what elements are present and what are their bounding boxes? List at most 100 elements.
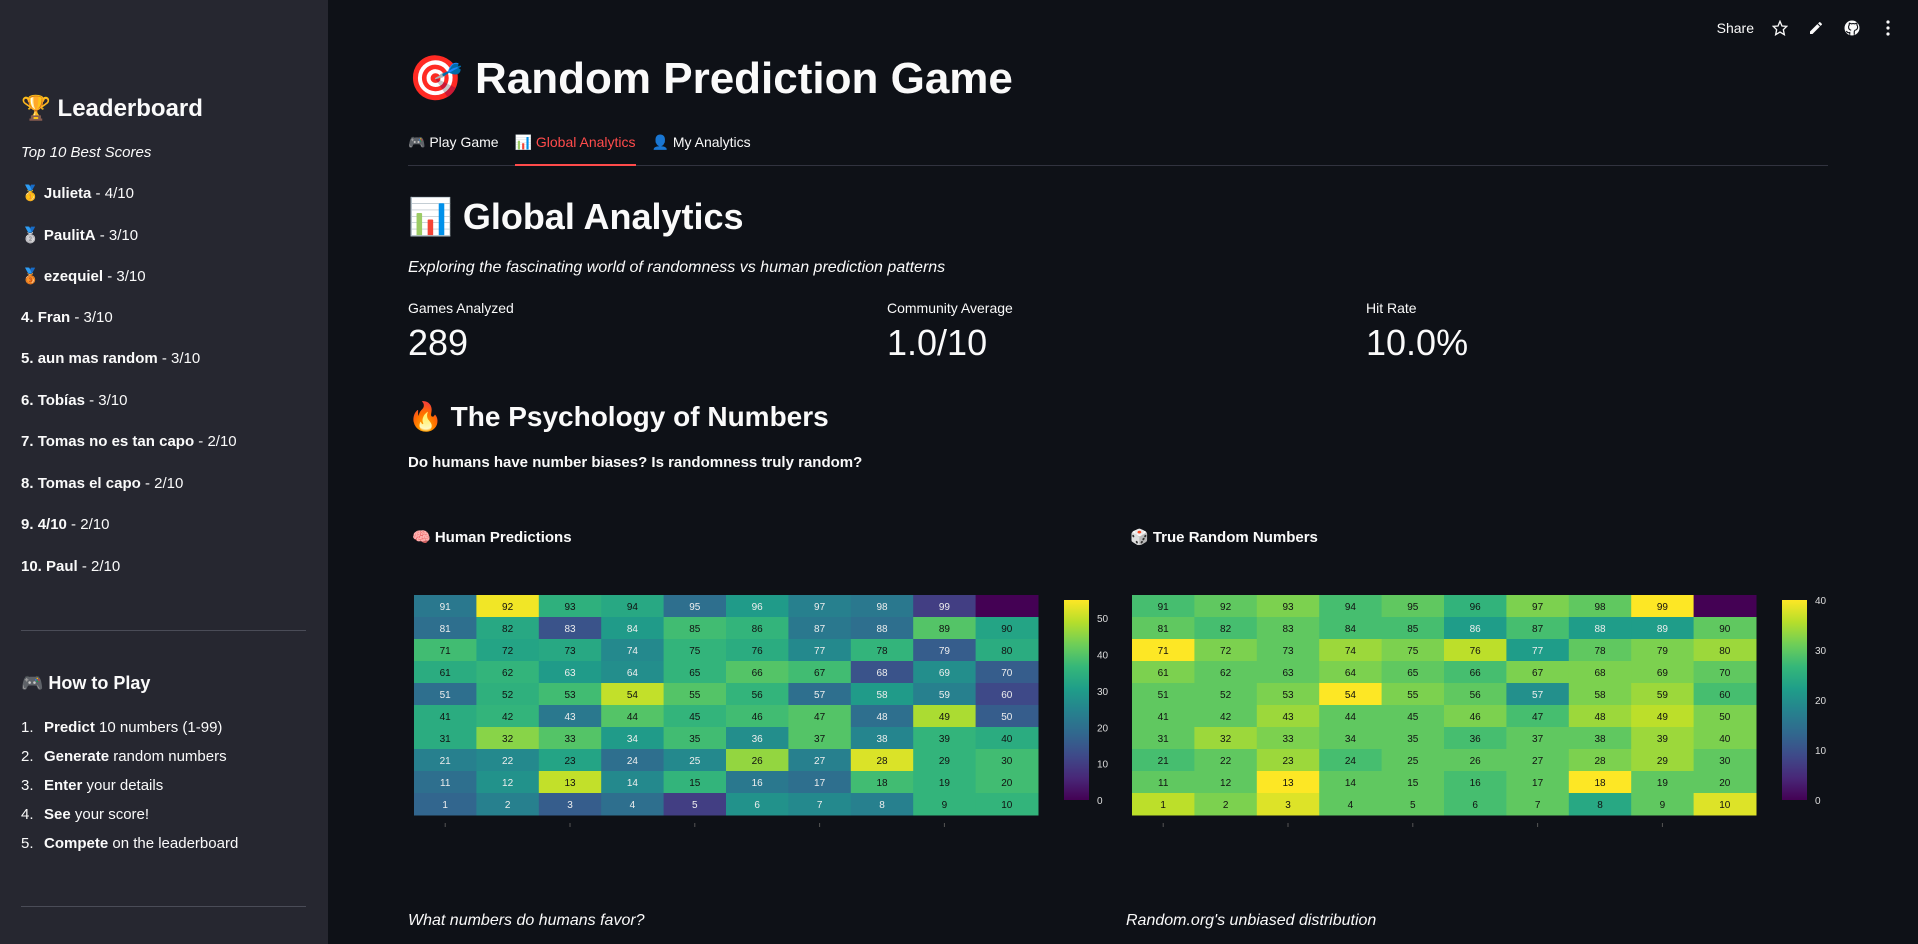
heatmap-cell[interactable] [1568,683,1632,706]
heatmap-cell[interactable] [1444,749,1507,772]
heatmap-cell[interactable] [538,749,602,772]
heatmap-cell[interactable] [601,705,665,728]
heatmap-cell[interactable] [788,661,852,684]
heatmap-cell[interactable] [850,595,914,618]
tab-global-analytics[interactable]: 📊 Global Analytics [514,130,636,166]
heatmap-cell[interactable] [414,595,477,618]
heatmap-cell[interactable] [1444,705,1507,728]
heatmap-cell[interactable] [1194,749,1258,772]
heatmap-cell[interactable] [726,771,789,794]
heatmap-cell[interactable] [538,639,602,662]
heatmap-cell[interactable] [1506,749,1570,772]
heatmap-cell[interactable] [975,771,1039,794]
heatmap-cell[interactable] [913,793,977,816]
heatmap-cell[interactable] [1256,617,1320,640]
heatmap-cell[interactable] [1444,617,1507,640]
heatmap-cell[interactable] [1381,661,1445,684]
heatmap-cell[interactable] [1381,793,1445,816]
heatmap-cell[interactable] [538,771,602,794]
heatmap-cell[interactable] [850,705,914,728]
heatmap-cell[interactable] [414,639,477,662]
heatmap-cell[interactable] [663,705,727,728]
heatmap-cell[interactable] [1631,771,1695,794]
heatmap-cell[interactable] [663,771,727,794]
heatmap-cell[interactable] [601,595,665,618]
heatmap-cell[interactable] [975,683,1039,706]
heatmap-cell[interactable] [726,683,789,706]
heatmap-cell[interactable] [414,749,477,772]
heatmap-cell[interactable] [913,661,977,684]
heatmap-cell[interactable] [663,749,727,772]
heatmap-cell[interactable] [1194,639,1258,662]
heatmap-cell[interactable] [975,661,1039,684]
heatmap-cell[interactable] [1506,771,1570,794]
heatmap-cell[interactable] [1444,661,1507,684]
heatmap-cell[interactable] [476,749,540,772]
heatmap-cell[interactable] [1319,683,1383,706]
heatmap-cell[interactable] [476,683,540,706]
heatmap-cell[interactable] [1132,617,1195,640]
heatmap-cell[interactable] [1194,617,1258,640]
heatmap-cell[interactable] [975,793,1039,816]
heatmap-cell[interactable] [975,749,1039,772]
heatmap-cell[interactable] [1444,639,1507,662]
heatmap-cell[interactable] [1132,661,1195,684]
heatmap-cell[interactable] [1631,727,1695,750]
heatmap-cell[interactable] [663,793,727,816]
heatmap-cell[interactable] [1132,727,1195,750]
heatmap-cell[interactable] [1506,683,1570,706]
heatmap-cell[interactable] [1693,595,1757,618]
heatmap-cell[interactable] [788,771,852,794]
heatmap-cell[interactable] [975,639,1039,662]
heatmap-cell[interactable] [726,705,789,728]
heatmap-cell[interactable] [538,595,602,618]
heatmap-cell[interactable] [1381,683,1445,706]
heatmap-cell[interactable] [1568,661,1632,684]
heatmap-cell[interactable] [1132,771,1195,794]
heatmap-cell[interactable] [1568,595,1632,618]
heatmap-cell[interactable] [1319,661,1383,684]
heatmap-cell[interactable] [1506,617,1570,640]
heatmap-cell[interactable] [1506,705,1570,728]
heatmap-cell[interactable] [414,727,477,750]
heatmap-cell[interactable] [850,793,914,816]
heatmap-cell[interactable] [1256,705,1320,728]
heatmap-cell[interactable] [414,683,477,706]
heatmap-cell[interactable] [788,793,852,816]
heatmap-cell[interactable] [1256,661,1320,684]
heatmap-cell[interactable] [601,793,665,816]
heatmap-cell[interactable] [601,749,665,772]
heatmap-cell[interactable] [726,595,789,618]
heatmap-cell[interactable] [1693,771,1757,794]
heatmap-cell[interactable] [1132,793,1195,816]
heatmap-cell[interactable] [1568,727,1632,750]
heatmap-cell[interactable] [1132,595,1195,618]
heatmap-cell[interactable] [1444,595,1507,618]
heatmap-cell[interactable] [414,771,477,794]
heatmap-cell[interactable] [1568,617,1632,640]
heatmap-cell[interactable] [1319,595,1383,618]
heatmap-cell[interactable] [1381,595,1445,618]
heatmap-cell[interactable] [726,749,789,772]
heatmap-cell[interactable] [726,727,789,750]
heatmap-cell[interactable] [1256,727,1320,750]
heatmap-cell[interactable] [663,595,727,618]
heatmap-cell[interactable] [1631,595,1695,618]
heatmap-cell[interactable] [1693,793,1757,816]
heatmap-cell[interactable] [850,771,914,794]
heatmap-cell[interactable] [476,661,540,684]
heatmap-cell[interactable] [1256,639,1320,662]
heatmap-cell[interactable] [850,639,914,662]
heatmap-cell[interactable] [476,771,540,794]
heatmap-cell[interactable] [1444,727,1507,750]
heatmap-cell[interactable] [1132,705,1195,728]
heatmap-cell[interactable] [788,683,852,706]
heatmap-cell[interactable] [1381,617,1445,640]
heatmap-cell[interactable] [913,727,977,750]
heatmap-cell[interactable] [1693,639,1757,662]
heatmap-cell[interactable] [1693,683,1757,706]
heatmap-cell[interactable] [726,639,789,662]
heatmap-cell[interactable] [1444,793,1507,816]
heatmap-cell[interactable] [1506,595,1570,618]
